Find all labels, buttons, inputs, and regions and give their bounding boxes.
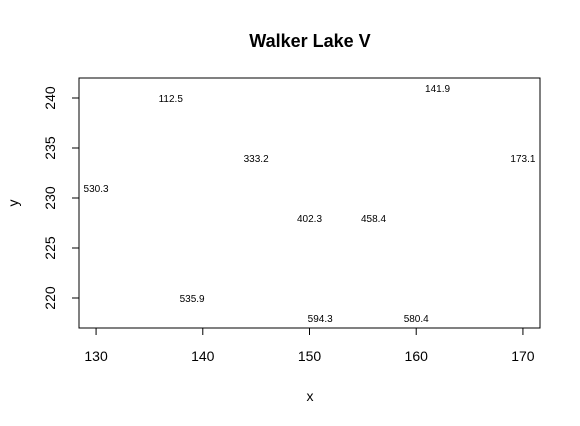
y-tick-label: 235 bbox=[42, 136, 58, 160]
data-point-label: 530.3 bbox=[84, 184, 109, 195]
data-point-label: 535.9 bbox=[180, 294, 205, 305]
x-tick-label: 170 bbox=[511, 348, 535, 364]
y-tick-label: 220 bbox=[42, 286, 58, 310]
data-point-label: 458.4 bbox=[361, 214, 386, 225]
data-labels: 112.5 141.9 333.2 173.1 530.3 402.3 458.4 535.9… bbox=[84, 84, 536, 325]
x-tick-label: 140 bbox=[191, 348, 215, 364]
x-axis: 130 140 150 160 170 bbox=[84, 328, 535, 364]
data-point-label: 580.4 bbox=[404, 314, 429, 325]
plot-frame bbox=[78, 77, 541, 329]
data-point-label: 402.3 bbox=[297, 214, 322, 225]
data-point-label: 112.5 bbox=[159, 94, 184, 105]
chart-title: Walker Lake V bbox=[249, 31, 370, 51]
x-tick-label: 150 bbox=[298, 348, 322, 364]
y-tick-label: 225 bbox=[42, 236, 58, 260]
y-tick-label: 240 bbox=[42, 86, 58, 110]
x-tick-label: 130 bbox=[84, 348, 108, 364]
data-point-label: 333.2 bbox=[244, 154, 269, 165]
data-point-label: 594.3 bbox=[308, 314, 333, 325]
y-tick-label: 230 bbox=[42, 186, 58, 210]
data-point-label: 173.1 bbox=[510, 154, 535, 165]
y-axis: 220 225 230 235 240 bbox=[42, 86, 79, 310]
x-axis-label: x bbox=[307, 388, 314, 404]
data-point-label: 141.9 bbox=[425, 84, 450, 95]
y-axis-label: y bbox=[5, 200, 21, 207]
x-tick-label: 160 bbox=[405, 348, 429, 364]
